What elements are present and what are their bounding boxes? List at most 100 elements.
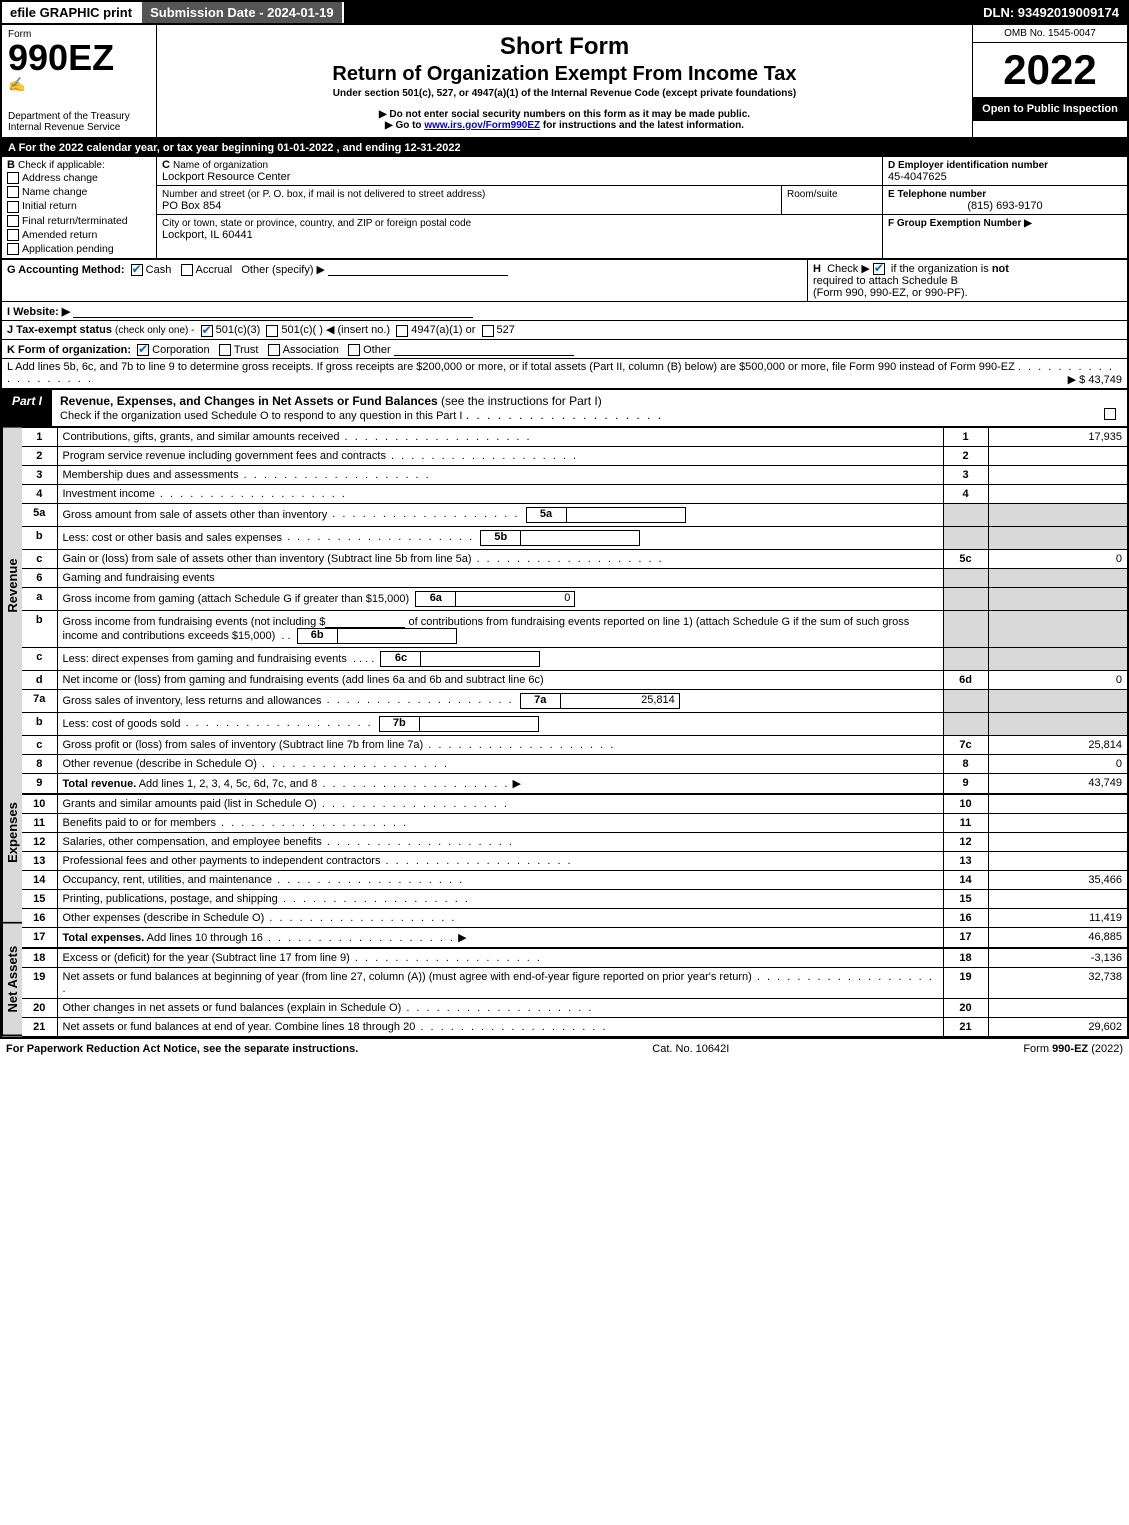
tax-year: 2022 (973, 43, 1127, 97)
box-5a (566, 507, 686, 523)
part-i-header: Part I Revenue, Expenses, and Changes in… (0, 390, 1129, 428)
amt-19: 32,738 (988, 967, 1128, 998)
amt-17: 46,885 (988, 927, 1128, 948)
checkbox-cash[interactable] (131, 264, 143, 276)
section-f-label: F Group Exemption Number ▶ (888, 218, 1032, 229)
amt-9: 43,749 (988, 773, 1128, 794)
title-return: Return of Organization Exempt From Incom… (161, 63, 968, 86)
room-suite-label: Room/suite (787, 189, 838, 200)
ein-value: 45-4047625 (888, 171, 947, 183)
checkbox-address-change[interactable] (7, 172, 19, 184)
line-9: 9Total revenue. Add lines 1, 2, 3, 4, 5c… (22, 773, 1128, 794)
omb-number: OMB No. 1545-0047 (973, 25, 1127, 43)
checkbox-schedule-b-not-required[interactable] (873, 263, 885, 275)
line-6c: cLess: direct expenses from gaming and f… (22, 647, 1128, 670)
section-e-label: E Telephone number (888, 189, 986, 200)
other-org-input[interactable] (394, 342, 574, 356)
line-19: 19Net assets or fund balances at beginni… (22, 967, 1128, 998)
line-4: 4Investment income4 (22, 484, 1128, 503)
submission-date: Submission Date - 2024-01-19 (140, 2, 344, 23)
checkbox-501c[interactable] (266, 325, 278, 337)
section-i-website: I Website: ▶ (0, 302, 1129, 321)
line-3: 3Membership dues and assessments3 (22, 465, 1128, 484)
line-6d: dNet income or (loss) from gaming and fu… (22, 670, 1128, 689)
checkbox-final-return[interactable] (7, 215, 19, 227)
org-address: PO Box 854 (162, 200, 221, 212)
line-6a: aGross income from gaming (attach Schedu… (22, 587, 1128, 610)
amt-8: 0 (988, 754, 1128, 773)
line-8: 8Other revenue (describe in Schedule O)8… (22, 754, 1128, 773)
line-15: 15Printing, publications, postage, and s… (22, 889, 1128, 908)
checkbox-association[interactable] (268, 344, 280, 356)
other-specify-input[interactable] (328, 262, 508, 276)
section-h-label: H (813, 263, 821, 275)
dept-irs: Internal Revenue Service (8, 122, 150, 133)
checkbox-corporation[interactable] (137, 344, 149, 356)
line-5a: 5aGross amount from sale of assets other… (22, 503, 1128, 526)
website-input[interactable] (73, 304, 473, 318)
checkbox-527[interactable] (482, 325, 494, 337)
telephone-value: (815) 693-9170 (888, 200, 1122, 212)
checkbox-501c3[interactable] (201, 325, 213, 337)
line-5b: bLess: cost or other basis and sales exp… (22, 526, 1128, 549)
footer-cat-no: Cat. No. 10642I (652, 1043, 729, 1055)
checkbox-trust[interactable] (219, 344, 231, 356)
line-11: 11Benefits paid to or for members11 (22, 813, 1128, 832)
box-6c (420, 651, 540, 667)
amt-1: 17,935 (988, 428, 1128, 447)
section-a-tax-year: A For the 2022 calendar year, or tax yea… (0, 139, 1129, 157)
line-2: 2Program service revenue including gover… (22, 446, 1128, 465)
line-6: 6Gaming and fundraising events (22, 568, 1128, 587)
amt-18: -3,136 (988, 948, 1128, 968)
section-b-label: B (7, 159, 15, 171)
org-city: Lockport, IL 60441 (162, 229, 253, 241)
section-d-label: D Employer identification number (888, 160, 1048, 171)
box-7a: 25,814 (560, 693, 680, 709)
line-6b: bGross income from fundraising events (n… (22, 610, 1128, 647)
amt-14: 35,466 (988, 870, 1128, 889)
addr-label: Number and street (or P. O. box, if mail… (162, 189, 485, 200)
amt-6d: 0 (988, 670, 1128, 689)
line-7a: 7aGross sales of inventory, less returns… (22, 689, 1128, 712)
city-label: City or town, state or province, country… (162, 218, 471, 229)
checkbox-schedule-o-part-i[interactable] (1104, 408, 1116, 420)
line-18: 18Excess or (deficit) for the year (Subt… (22, 948, 1128, 968)
line-14: 14Occupancy, rent, utilities, and mainte… (22, 870, 1128, 889)
amt-5c: 0 (988, 549, 1128, 568)
checkbox-amended-return[interactable] (7, 229, 19, 241)
checkbox-4947a1[interactable] (396, 325, 408, 337)
dln-label: DLN: 93492019009174 (975, 2, 1127, 23)
checkbox-application-pending[interactable] (7, 243, 19, 255)
part-i-tab: Part I (2, 390, 52, 426)
amt-7c: 25,814 (988, 735, 1128, 754)
form-number: 990EZ (8, 40, 150, 76)
section-g-h: G Accounting Method: Cash Accrual Other … (0, 260, 1129, 302)
form-footer: For Paperwork Reduction Act Notice, see … (0, 1037, 1129, 1059)
section-g-label: G Accounting Method: (7, 264, 125, 276)
line-12: 12Salaries, other compensation, and empl… (22, 832, 1128, 851)
efile-print-label[interactable]: efile GRAPHIC print (2, 2, 140, 23)
line-20: 20Other changes in net assets or fund ba… (22, 998, 1128, 1017)
checkbox-initial-return[interactable] (7, 201, 19, 213)
box-7b (419, 716, 539, 732)
line-1: 1Contributions, gifts, grants, and simil… (22, 428, 1128, 447)
section-k-form-org: K Form of organization: Corporation Trus… (0, 340, 1129, 359)
line-7c: cGross profit or (loss) from sales of in… (22, 735, 1128, 754)
note-ssn: ▶ Do not enter social security numbers o… (161, 109, 968, 120)
checkbox-other-org[interactable] (348, 344, 360, 356)
identity-block: B Check if applicable: Address change Na… (0, 157, 1129, 260)
section-l-gross-receipts: L Add lines 5b, 6c, and 7b to line 9 to … (0, 359, 1129, 390)
line-7b: bLess: cost of goods sold 7b (22, 712, 1128, 735)
checkbox-accrual[interactable] (181, 264, 193, 276)
note-goto: ▶ Go to www.irs.gov/Form990EZ for instru… (161, 120, 968, 131)
irs-link[interactable]: www.irs.gov/Form990EZ (424, 120, 540, 131)
footer-paperwork: For Paperwork Reduction Act Notice, see … (6, 1043, 358, 1055)
section-c-name-label: Name of organization (173, 160, 268, 171)
checkbox-name-change[interactable] (7, 186, 19, 198)
top-bar: efile GRAPHIC print Submission Date - 20… (0, 0, 1129, 25)
vlabel-revenue: Revenue (2, 428, 22, 744)
title-short-form: Short Form (161, 33, 968, 61)
footer-form-ref: Form 990-EZ (2022) (1023, 1043, 1123, 1055)
line-5c: cGain or (loss) from sale of assets othe… (22, 549, 1128, 568)
subtitle: Under section 501(c), 527, or 4947(a)(1)… (161, 88, 968, 99)
